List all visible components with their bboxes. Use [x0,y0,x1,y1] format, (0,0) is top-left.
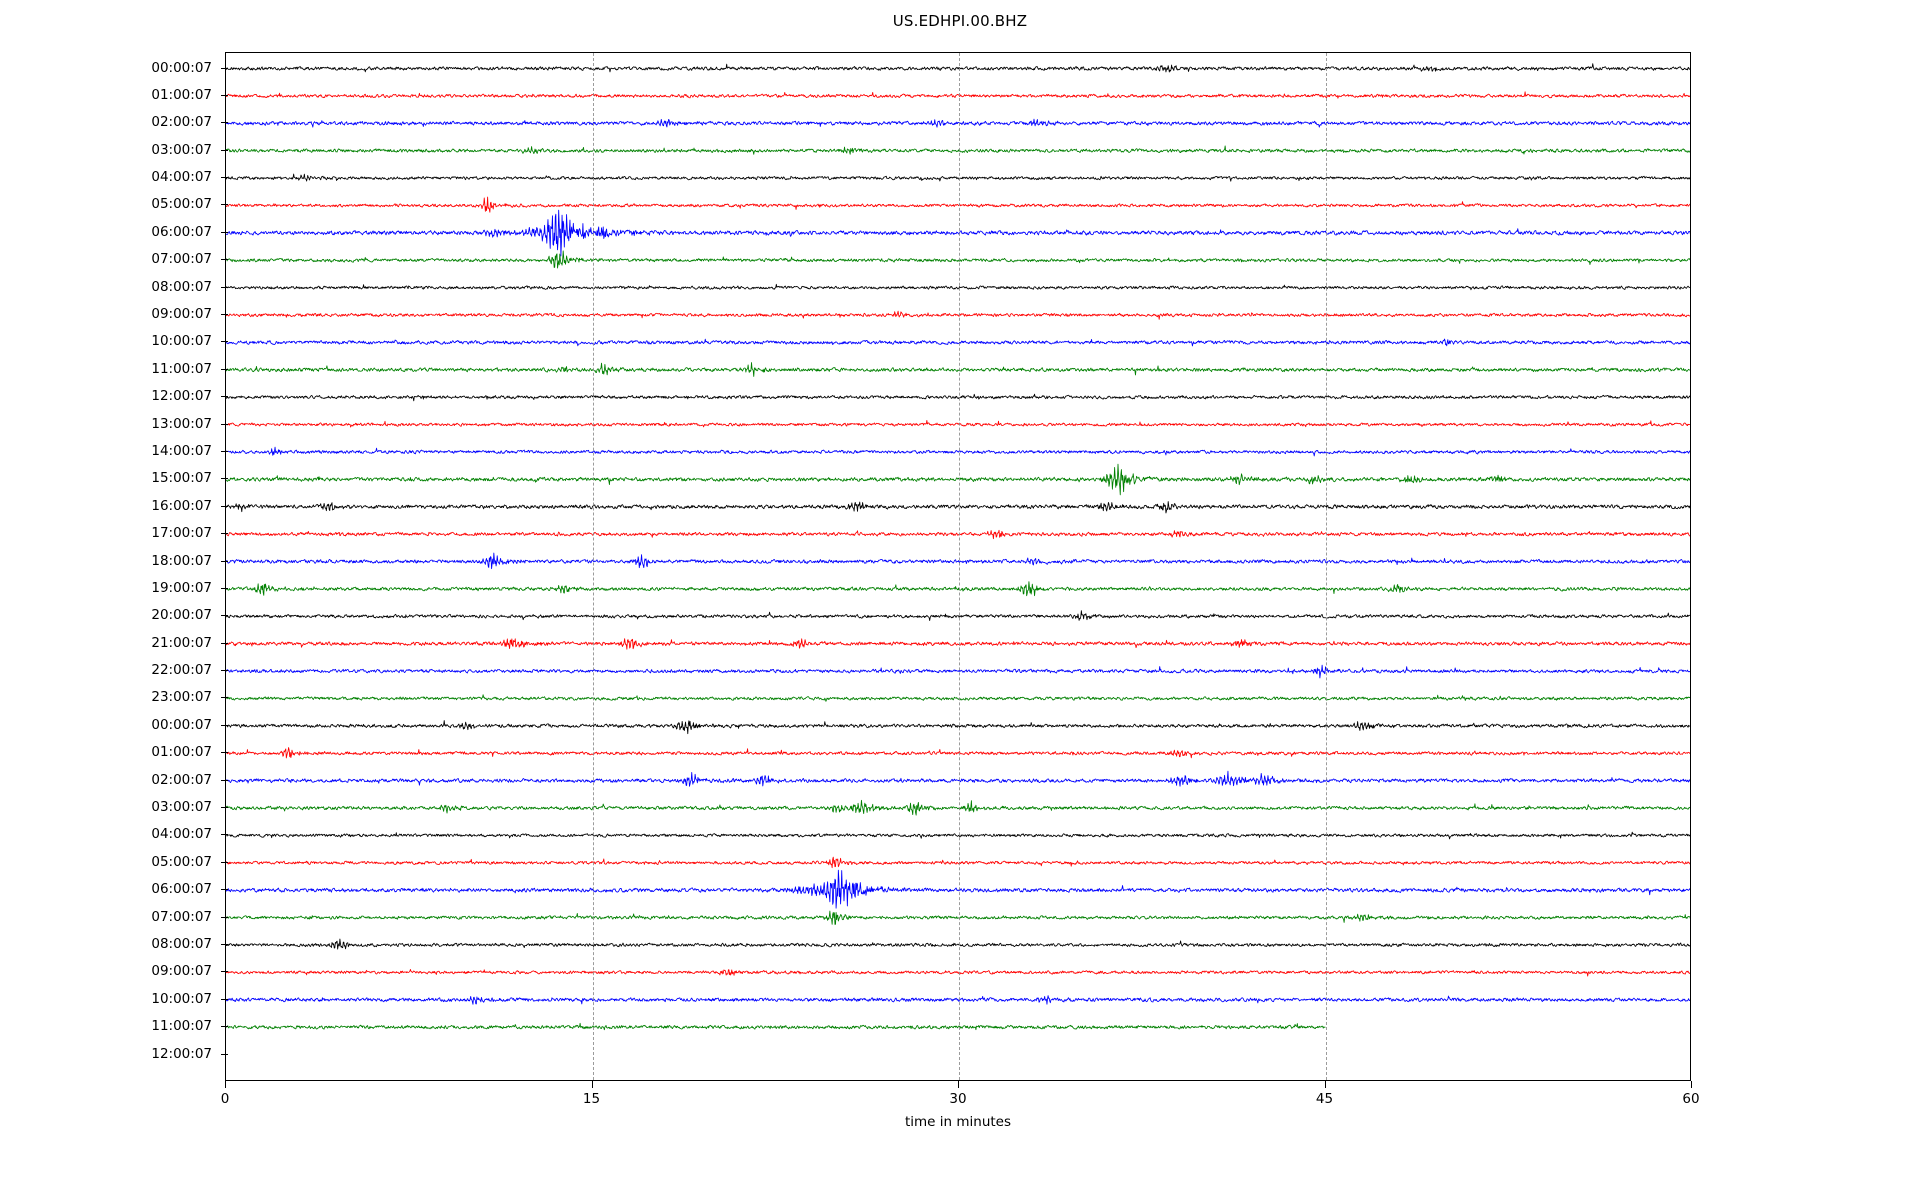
y-tick-label: 19:00:07 [151,579,212,596]
y-tick-mark [221,943,228,945]
y-tick-label: 20:00:07 [151,607,212,624]
y-tick-label: 08:00:07 [151,278,212,295]
y-tick-mark [221,231,228,233]
y-tick-label: 11:00:07 [151,1018,212,1035]
trace-layer [226,53,1690,1080]
plot-area [225,52,1691,1081]
x-tick-mark [1691,1081,1692,1088]
y-tick-label: 00:00:07 [151,59,212,76]
y-tick-mark [221,752,228,754]
y-tick-mark [221,450,228,452]
y-tick-mark [221,587,228,589]
y-tick-label: 22:00:07 [151,662,212,679]
y-tick-mark [221,67,228,69]
y-tick-mark [221,642,228,644]
y-tick-label: 17:00:07 [151,525,212,542]
y-tick-mark [221,286,228,288]
y-tick-mark [221,122,228,124]
x-tick-label: 60 [1682,1091,1700,1107]
y-tick-label: 23:00:07 [151,689,212,706]
x-tick-mark [958,1081,959,1088]
y-tick-label: 10:00:07 [151,333,212,350]
y-tick-mark [221,94,228,96]
y-tick-mark [221,998,228,1000]
y-tick-label: 09:00:07 [151,963,212,980]
y-tick-mark [221,834,228,836]
y-tick-mark [221,505,228,507]
y-tick-label: 05:00:07 [151,853,212,870]
y-tick-mark [221,259,228,261]
y-tick-mark [221,615,228,617]
y-tick-label: 12:00:07 [151,1045,212,1062]
y-tick-mark [221,724,228,726]
y-tick-mark [221,149,228,151]
x-axis-title: time in minutes [904,1114,1012,1130]
y-tick-label: 12:00:07 [151,388,212,405]
y-tick-label: 07:00:07 [151,251,212,268]
x-tick-label: 45 [1315,1091,1334,1107]
y-tick-label: 02:00:07 [151,114,212,131]
y-tick-label: 07:00:07 [151,908,212,925]
y-tick-mark [221,368,228,370]
y-tick-mark [221,341,228,343]
y-tick-mark [221,314,228,315]
y-tick-label: 21:00:07 [151,634,212,651]
y-tick-mark [221,1053,228,1055]
gridline-30 [959,53,960,1080]
y-tick-mark [221,204,228,206]
y-tick-label: 04:00:07 [151,169,212,186]
y-tick-mark [221,1026,228,1028]
y-tick-label: 05:00:07 [151,196,212,213]
y-tick-label: 11:00:07 [151,360,212,377]
y-tick-mark [221,697,228,699]
chart-title: US.EDHPI.00.BHZ [892,12,1028,30]
y-tick-label: 06:00:07 [151,881,212,898]
y-tick-label: 01:00:07 [151,744,212,761]
x-tick-label: 30 [949,1091,967,1107]
y-tick-mark [221,861,228,863]
x-tick-mark [1324,1081,1326,1088]
y-tick-mark [221,807,228,808]
y-tick-mark [221,971,228,973]
y-tick-mark [221,478,228,480]
y-tick-label: 02:00:07 [151,771,212,788]
gridline-15 [592,53,594,1080]
x-tick-mark [591,1081,593,1088]
y-tick-mark [221,779,228,781]
x-tick-label: 15 [582,1091,601,1107]
y-tick-label: 00:00:07 [151,716,212,733]
y-tick-mark [221,670,228,672]
x-tick-label: 0 [220,1091,230,1107]
y-tick-label: 10:00:07 [151,990,212,1007]
y-tick-mark [221,396,228,398]
y-tick-label: 08:00:07 [151,935,212,952]
y-tick-mark [221,423,228,425]
y-tick-label: 06:00:07 [151,223,212,240]
y-tick-mark [221,560,228,562]
y-tick-label: 15:00:07 [151,470,212,487]
y-tick-label: 03:00:07 [151,799,212,815]
y-tick-label: 09:00:07 [151,306,212,322]
y-tick-label: 03:00:07 [151,141,212,158]
y-tick-mark [221,533,228,535]
y-tick-mark [221,889,228,891]
gridline-45 [1325,53,1327,1080]
y-tick-label: 04:00:07 [151,826,212,843]
y-tick-mark [221,916,228,918]
trace-row [226,1022,1326,1031]
y-tick-mark [221,177,228,179]
y-tick-label: 18:00:07 [151,552,212,569]
y-tick-label: 14:00:07 [151,442,212,459]
y-tick-label: 16:00:07 [151,497,212,514]
x-tick-mark [225,1081,226,1088]
y-tick-label: 13:00:07 [151,415,212,432]
y-tick-label: 01:00:07 [151,86,212,103]
